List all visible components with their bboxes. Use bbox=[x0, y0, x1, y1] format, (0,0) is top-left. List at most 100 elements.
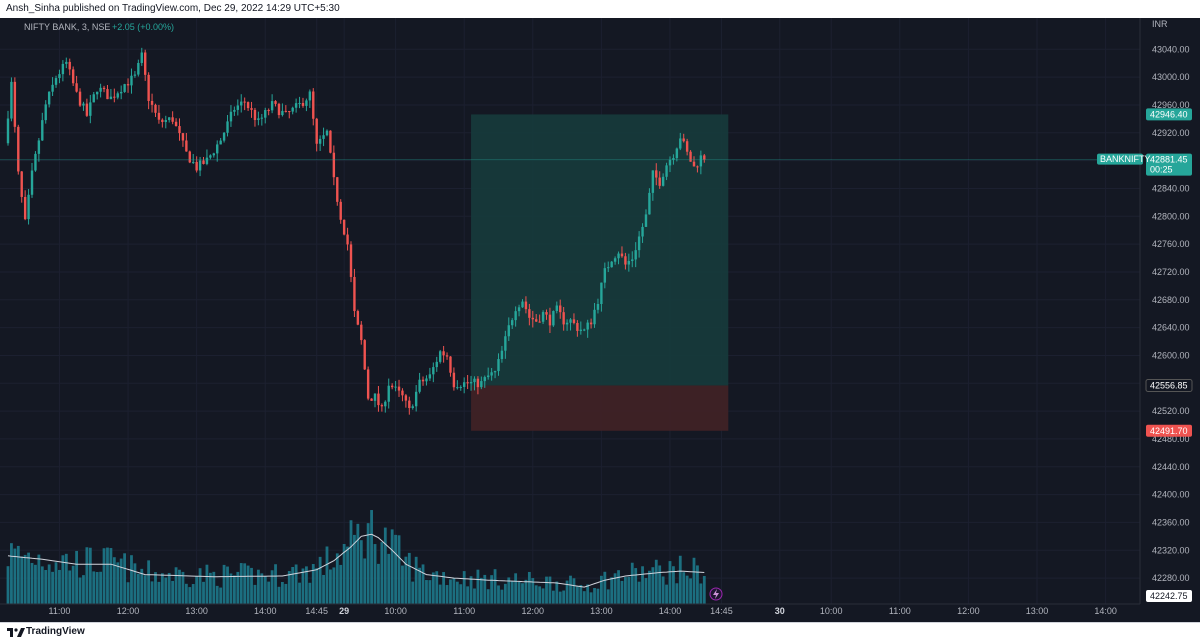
candle-body bbox=[637, 236, 641, 251]
candle-body bbox=[315, 118, 318, 144]
time-axis[interactable]: 11:00 12:00 13:00 14:00 14:45 29 10:00 11:00 12:… bbox=[49, 606, 1117, 616]
candle-body bbox=[95, 91, 99, 95]
candle-body bbox=[356, 311, 360, 325]
candle-body bbox=[284, 110, 288, 112]
volume-bar bbox=[569, 575, 572, 604]
candle-body bbox=[593, 309, 596, 325]
candle-body bbox=[425, 378, 428, 382]
candle-body bbox=[462, 382, 466, 387]
candle-body bbox=[154, 104, 157, 113]
tradingview-logo-icon bbox=[7, 628, 25, 637]
candle-body bbox=[469, 382, 473, 384]
time-tick-label: 14:45 bbox=[710, 606, 733, 616]
candle-body bbox=[685, 141, 689, 152]
volume-bar bbox=[106, 547, 109, 604]
time-tick-label: 12:00 bbox=[522, 606, 545, 616]
candle-body bbox=[34, 153, 37, 171]
volume-bar bbox=[702, 576, 706, 604]
volume-bar bbox=[387, 553, 391, 604]
volume-bar bbox=[75, 550, 78, 604]
volume-bar bbox=[298, 582, 301, 604]
candle-body bbox=[401, 390, 404, 396]
time-tick-label: 10:00 bbox=[820, 606, 843, 616]
long-position-tool[interactable] bbox=[471, 114, 729, 431]
volume-bar bbox=[95, 572, 99, 604]
candle-body bbox=[531, 317, 534, 320]
symbol-tag bbox=[1097, 153, 1143, 165]
volume-bar bbox=[620, 580, 624, 604]
candle-body bbox=[562, 312, 565, 325]
volume-bar bbox=[689, 578, 692, 604]
candle-body bbox=[260, 117, 264, 119]
candle-body bbox=[517, 307, 521, 312]
time-tick-label: 11:00 bbox=[453, 606, 475, 616]
volume-bar bbox=[359, 540, 363, 604]
candle-body bbox=[511, 320, 514, 326]
volume-bar bbox=[58, 569, 61, 604]
candle-body bbox=[672, 158, 675, 160]
volume-bar bbox=[160, 573, 164, 604]
candle-body bbox=[171, 117, 174, 122]
time-tick-label: 29 bbox=[339, 606, 349, 616]
price-tick-label: 42480.00 bbox=[1152, 434, 1190, 444]
price-tag-cursor bbox=[1146, 590, 1192, 602]
price-tag-stop bbox=[1146, 424, 1192, 437]
candle-body bbox=[329, 130, 332, 153]
volume-bar bbox=[329, 569, 332, 604]
volume-bar bbox=[641, 566, 644, 604]
volume-bar bbox=[116, 562, 120, 604]
candle-body bbox=[229, 111, 233, 122]
volume-bar bbox=[445, 585, 449, 604]
candle-body bbox=[301, 102, 305, 106]
volume-bar bbox=[61, 555, 65, 604]
volume-bar bbox=[140, 568, 144, 604]
volume-bar bbox=[219, 587, 223, 604]
time-tick-label: 13:00 bbox=[590, 606, 613, 616]
candle-body bbox=[140, 52, 143, 63]
volume-bar bbox=[479, 577, 483, 604]
time-tick-label: 11:00 bbox=[49, 606, 71, 616]
candle-body bbox=[483, 377, 486, 382]
candle-body bbox=[552, 311, 555, 326]
candle-body bbox=[281, 110, 284, 116]
volume-bar bbox=[208, 572, 212, 604]
candle-body bbox=[178, 126, 181, 134]
candle-body bbox=[363, 340, 366, 370]
volume-bar bbox=[287, 571, 291, 604]
price-chart[interactable]: 43040.0043000.0042960.0042920.0042880.00… bbox=[0, 18, 1200, 622]
candle-body bbox=[603, 268, 607, 283]
lightning-icon[interactable] bbox=[709, 587, 723, 601]
volume-bar bbox=[47, 564, 51, 604]
volume-bar bbox=[521, 583, 524, 604]
symbol-legend[interactable]: NIFTY BANK, 3, NSE bbox=[24, 22, 110, 32]
candle-body bbox=[195, 161, 198, 171]
candle-body bbox=[579, 329, 583, 331]
volume-bar bbox=[575, 586, 579, 604]
volume-bar bbox=[407, 552, 411, 604]
candle-body bbox=[257, 118, 260, 120]
volume-bar bbox=[377, 563, 380, 604]
candle-body bbox=[449, 356, 452, 373]
candle-body bbox=[202, 160, 205, 164]
volume-bar bbox=[130, 555, 133, 604]
time-tick-label: 12:00 bbox=[117, 606, 140, 616]
volume-bar bbox=[699, 583, 703, 604]
volume-bar bbox=[411, 581, 415, 604]
volume-bar bbox=[613, 573, 617, 604]
volume-bar bbox=[23, 554, 27, 604]
volume-bar bbox=[682, 572, 686, 604]
candle-body bbox=[394, 386, 397, 388]
time-tick-label: 11:00 bbox=[889, 606, 911, 616]
price-tick-label: 42640.00 bbox=[1152, 323, 1190, 333]
volume-bar bbox=[514, 573, 518, 604]
candle-body bbox=[600, 282, 603, 305]
volume-bar bbox=[92, 571, 96, 604]
volume-bar bbox=[579, 585, 583, 604]
price-tick-label: 42800.00 bbox=[1152, 211, 1190, 221]
candle-body bbox=[480, 381, 483, 388]
volume-bar bbox=[10, 543, 13, 604]
candle-body bbox=[109, 96, 113, 100]
candle-body bbox=[219, 140, 222, 145]
volume-bar bbox=[246, 565, 250, 604]
